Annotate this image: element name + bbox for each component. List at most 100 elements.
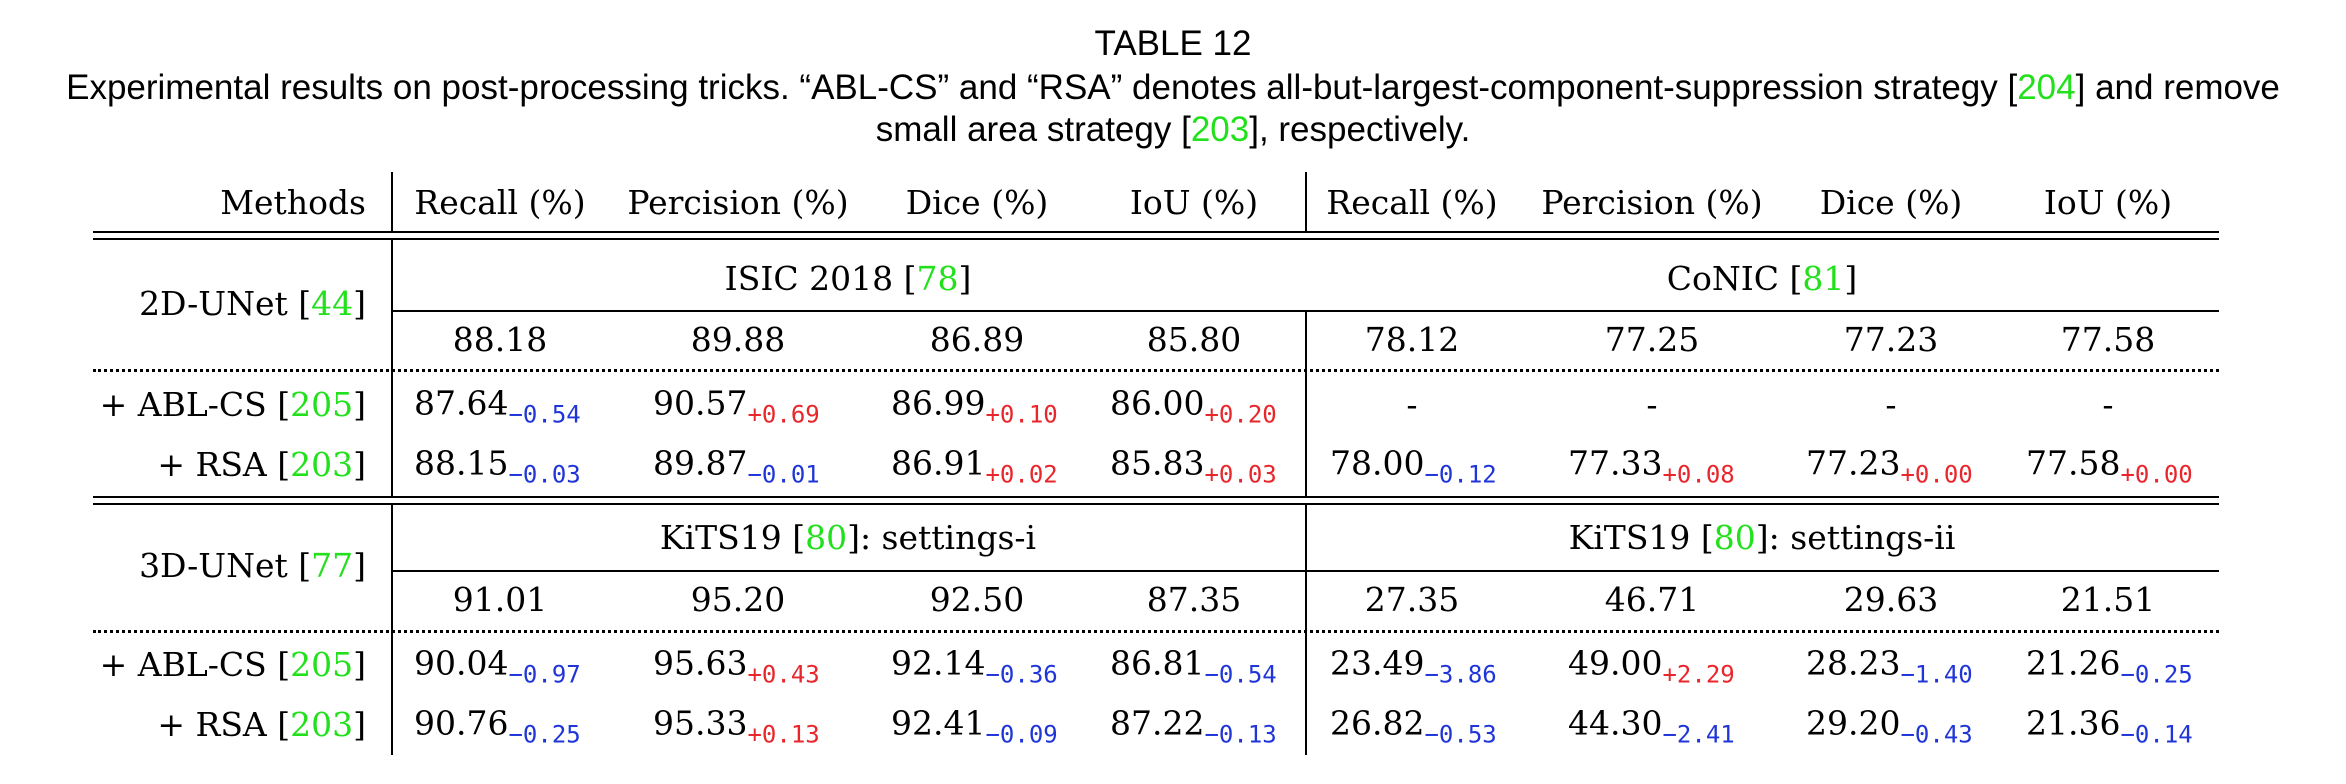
- header-col: IoU (%): [1129, 183, 1259, 222]
- result-cell: 87.22−0.13: [1110, 703, 1277, 749]
- cell-value: -: [1646, 385, 1658, 424]
- cell-value: 78.00: [1330, 443, 1425, 483]
- header-methods: Methods: [220, 183, 366, 222]
- citation-link[interactable]: 203: [290, 445, 354, 484]
- result-cell: -: [2102, 385, 2113, 425]
- result-cell: 90.57+0.69: [653, 384, 820, 429]
- result-cell: 90.04−0.97: [414, 643, 581, 689]
- result-cell: -: [1885, 385, 1896, 425]
- delta-decrease: −0.25: [2120, 660, 2193, 689]
- cell-value: 23.49: [1330, 643, 1425, 683]
- citation-link[interactable]: 203: [290, 705, 354, 744]
- delta-decrease: −0.12: [1424, 460, 1497, 489]
- cell-value: 86.81: [1110, 643, 1205, 683]
- cell-value: 29.20: [1806, 703, 1901, 743]
- delta-decrease: −0.25: [508, 720, 581, 749]
- cell-value: 90.04: [414, 643, 509, 683]
- caption-line-2: small area strategy [203], respectively.: [0, 109, 2346, 151]
- dataset-text: ISIC 2018 [: [724, 259, 917, 298]
- result-cell: 77.58+0.00: [2026, 444, 2193, 489]
- dataset-label: ISIC 2018 [78]: [725, 259, 972, 299]
- delta-decrease: −0.13: [1204, 720, 1277, 749]
- block-rule-bottom: [93, 503, 2219, 505]
- citation-link[interactable]: 77: [311, 546, 354, 585]
- citation-link[interactable]: 80: [805, 518, 848, 557]
- cell-value: 86.00: [1110, 383, 1205, 423]
- cell-value: 95.33: [653, 703, 748, 743]
- cell-value: 92.14: [891, 643, 986, 683]
- baseline-cell: 89.88: [690, 320, 786, 359]
- cell-value: -: [2102, 385, 2114, 424]
- cell-value: 85.83: [1110, 443, 1205, 483]
- baseline-cell: 21.51: [2060, 580, 2156, 619]
- delta-decrease: −0.36: [985, 660, 1058, 689]
- result-cell: 90.76−0.25: [414, 703, 581, 749]
- result-cell: 28.23−1.40: [1806, 644, 1973, 689]
- delta-decrease: −2.41: [1662, 720, 1735, 749]
- cell-value: -: [1406, 385, 1418, 424]
- delta-decrease: −0.03: [508, 460, 581, 489]
- delta-increase: +0.43: [747, 660, 820, 689]
- citation-link[interactable]: 80: [1713, 518, 1756, 557]
- citation-link[interactable]: 44: [311, 284, 354, 323]
- result-cell: 92.41−0.09: [891, 703, 1058, 749]
- row-method: + RSA [203]: [157, 445, 366, 485]
- baseline-cell: 46.71: [1604, 580, 1700, 619]
- cell-value: 77.23: [1806, 443, 1901, 483]
- citation-link[interactable]: 204: [2017, 68, 2076, 107]
- citation-link[interactable]: 78: [916, 259, 959, 298]
- delta-increase: +0.10: [985, 400, 1058, 429]
- dataset-text: KiTS19 [: [1568, 518, 1714, 557]
- cell-value: 87.22: [1110, 703, 1205, 743]
- header-col: Dice (%): [905, 183, 1049, 222]
- dataset-text: ]: settings-i: [847, 518, 1037, 557]
- result-cell: 78.00−0.12: [1330, 443, 1497, 489]
- header-col: Percision (%): [1541, 183, 1763, 222]
- cell-value: -: [1885, 385, 1897, 424]
- cell-value: 89.87: [653, 443, 748, 483]
- dotted-rule-1: [93, 369, 2219, 372]
- cell-value: 21.26: [2026, 643, 2121, 683]
- cell-value: 49.00: [1568, 643, 1663, 683]
- cell-value: 88.15: [414, 443, 509, 483]
- dataset-text: ]: [1844, 259, 1858, 298]
- cell-value: 92.41: [891, 703, 986, 743]
- delta-increase: +0.02: [985, 460, 1058, 489]
- citation-link[interactable]: 81: [1802, 259, 1845, 298]
- cell-value: 90.76: [414, 703, 509, 743]
- result-cell: 86.99+0.10: [891, 383, 1058, 429]
- result-cell: 95.63+0.43: [653, 644, 820, 689]
- result-cell: 89.87−0.01: [653, 443, 820, 489]
- method-column-divider: [391, 240, 393, 496]
- model-label: 3D-UNet [: [139, 546, 312, 585]
- result-cell: 44.30−2.41: [1568, 704, 1735, 749]
- method-text: + ABL-CS [: [99, 645, 291, 684]
- cell-value: 86.99: [891, 383, 986, 423]
- result-cell: 87.64−0.54: [414, 384, 581, 429]
- baseline-cell: 29.63: [1843, 580, 1939, 619]
- result-cell: 95.33+0.13: [653, 703, 820, 749]
- dataset-label: CoNIC [81]: [1667, 259, 1858, 299]
- header-col: Recall (%): [1326, 183, 1498, 222]
- header-col: IoU (%): [2043, 183, 2173, 222]
- cell-value: 86.91: [891, 443, 986, 483]
- row-method: + ABL-CS [205]: [100, 385, 366, 425]
- method-text: + ABL-CS [: [99, 385, 291, 424]
- citation-link[interactable]: 205: [290, 645, 354, 684]
- delta-decrease: −0.53: [1424, 720, 1497, 749]
- citation-link[interactable]: 205: [290, 385, 354, 424]
- bracket: ]: [353, 445, 366, 484]
- dotted-rule-2: [93, 630, 2219, 633]
- dataset-divider: [1305, 505, 1307, 755]
- result-cell: 77.33+0.08: [1568, 444, 1735, 489]
- row-method: + RSA [203]: [157, 705, 366, 745]
- citation-link[interactable]: 203: [1190, 110, 1250, 149]
- result-cell: 86.00+0.20: [1110, 383, 1277, 429]
- bracket: ]: [353, 385, 366, 424]
- method-column-divider: [391, 172, 393, 231]
- model-name: 3D-UNet [77]: [139, 546, 366, 586]
- table-title: TABLE 12: [1094, 24, 1252, 63]
- baseline-cell: 92.50: [929, 580, 1025, 619]
- dataset-divider: [1305, 310, 1307, 496]
- method-text: + RSA [: [157, 445, 291, 484]
